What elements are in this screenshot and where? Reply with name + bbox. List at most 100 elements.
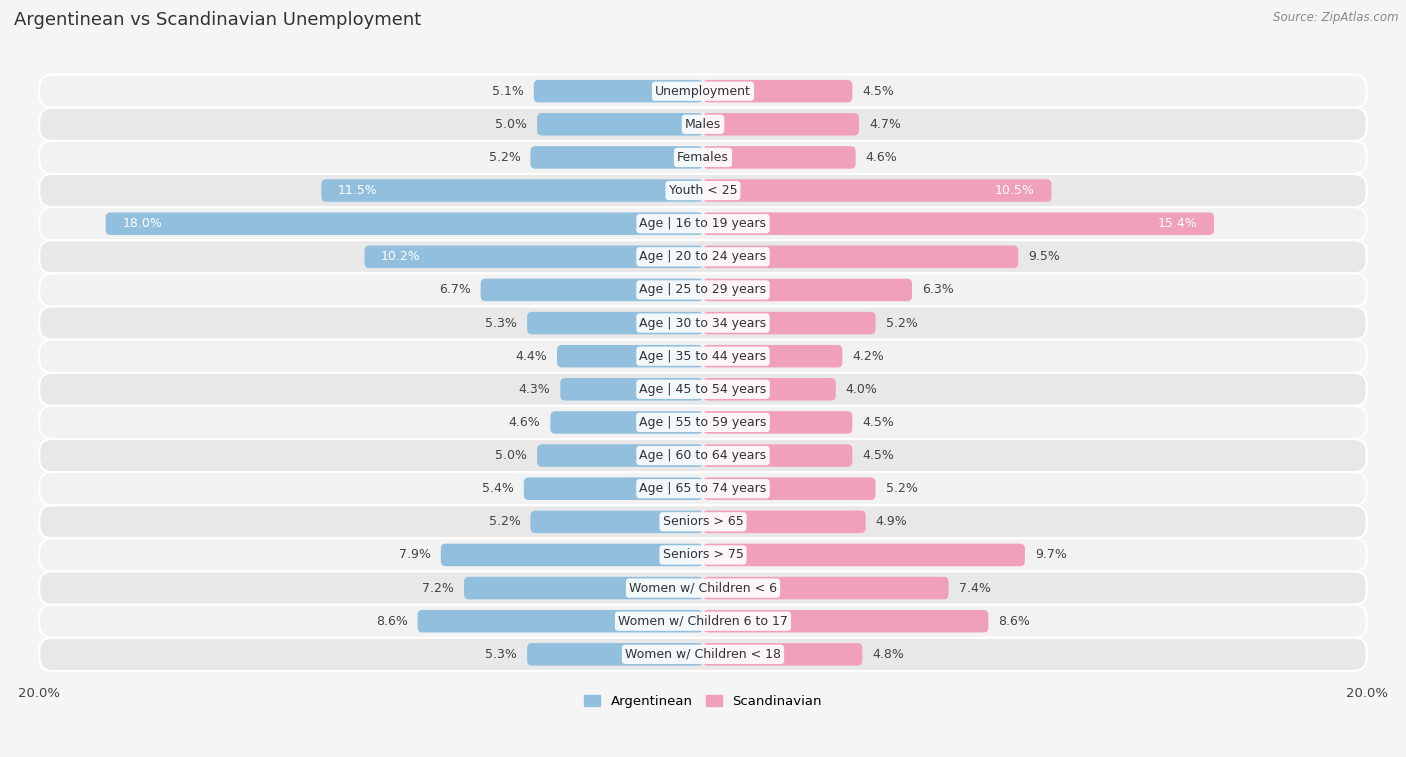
Text: Females: Females — [678, 151, 728, 164]
Text: Unemployment: Unemployment — [655, 85, 751, 98]
FancyBboxPatch shape — [39, 605, 1367, 637]
Text: 7.9%: 7.9% — [399, 549, 430, 562]
Text: 8.6%: 8.6% — [998, 615, 1031, 628]
Text: 4.5%: 4.5% — [862, 416, 894, 429]
Text: Age | 55 to 59 years: Age | 55 to 59 years — [640, 416, 766, 429]
Text: Males: Males — [685, 118, 721, 131]
Text: 9.7%: 9.7% — [1035, 549, 1067, 562]
FancyBboxPatch shape — [524, 478, 703, 500]
Text: Argentinean vs Scandinavian Unemployment: Argentinean vs Scandinavian Unemployment — [14, 11, 422, 30]
Text: 5.2%: 5.2% — [489, 151, 520, 164]
Text: 5.0%: 5.0% — [495, 118, 527, 131]
Text: Seniors > 75: Seniors > 75 — [662, 549, 744, 562]
FancyBboxPatch shape — [39, 505, 1367, 538]
Text: Seniors > 65: Seniors > 65 — [662, 516, 744, 528]
FancyBboxPatch shape — [537, 113, 703, 136]
FancyBboxPatch shape — [703, 577, 949, 600]
FancyBboxPatch shape — [703, 245, 1018, 268]
Text: Women w/ Children 6 to 17: Women w/ Children 6 to 17 — [619, 615, 787, 628]
FancyBboxPatch shape — [703, 80, 852, 102]
Text: 5.4%: 5.4% — [482, 482, 513, 495]
Text: 6.3%: 6.3% — [922, 283, 953, 297]
Text: 4.6%: 4.6% — [866, 151, 897, 164]
FancyBboxPatch shape — [418, 610, 703, 632]
FancyBboxPatch shape — [703, 146, 856, 169]
FancyBboxPatch shape — [703, 510, 866, 533]
FancyBboxPatch shape — [527, 312, 703, 335]
FancyBboxPatch shape — [441, 544, 703, 566]
FancyBboxPatch shape — [703, 213, 1213, 235]
FancyBboxPatch shape — [105, 213, 703, 235]
Text: 7.4%: 7.4% — [959, 581, 990, 594]
FancyBboxPatch shape — [481, 279, 703, 301]
Text: Women w/ Children < 18: Women w/ Children < 18 — [626, 648, 780, 661]
FancyBboxPatch shape — [530, 510, 703, 533]
Text: 4.5%: 4.5% — [862, 449, 894, 462]
FancyBboxPatch shape — [39, 107, 1367, 141]
FancyBboxPatch shape — [703, 378, 835, 400]
FancyBboxPatch shape — [39, 273, 1367, 307]
Text: 5.3%: 5.3% — [485, 316, 517, 329]
Text: 10.5%: 10.5% — [995, 184, 1035, 197]
FancyBboxPatch shape — [39, 572, 1367, 605]
FancyBboxPatch shape — [703, 279, 912, 301]
FancyBboxPatch shape — [39, 439, 1367, 472]
FancyBboxPatch shape — [530, 146, 703, 169]
Text: Age | 25 to 29 years: Age | 25 to 29 years — [640, 283, 766, 297]
Text: 5.2%: 5.2% — [489, 516, 520, 528]
Text: 4.3%: 4.3% — [519, 383, 550, 396]
Text: 8.6%: 8.6% — [375, 615, 408, 628]
Text: Women w/ Children < 6: Women w/ Children < 6 — [628, 581, 778, 594]
FancyBboxPatch shape — [534, 80, 703, 102]
FancyBboxPatch shape — [464, 577, 703, 600]
Text: Age | 20 to 24 years: Age | 20 to 24 years — [640, 251, 766, 263]
Text: Age | 16 to 19 years: Age | 16 to 19 years — [640, 217, 766, 230]
Text: 5.0%: 5.0% — [495, 449, 527, 462]
Text: 5.2%: 5.2% — [886, 316, 917, 329]
Text: 6.7%: 6.7% — [439, 283, 471, 297]
Text: 4.5%: 4.5% — [862, 85, 894, 98]
Text: 15.4%: 15.4% — [1157, 217, 1198, 230]
Text: Age | 45 to 54 years: Age | 45 to 54 years — [640, 383, 766, 396]
Text: 4.9%: 4.9% — [876, 516, 907, 528]
FancyBboxPatch shape — [703, 544, 1025, 566]
FancyBboxPatch shape — [703, 643, 862, 665]
Text: 10.2%: 10.2% — [381, 251, 420, 263]
FancyBboxPatch shape — [703, 179, 1052, 202]
FancyBboxPatch shape — [39, 538, 1367, 572]
FancyBboxPatch shape — [703, 444, 852, 467]
Text: Age | 60 to 64 years: Age | 60 to 64 years — [640, 449, 766, 462]
Text: 4.8%: 4.8% — [872, 648, 904, 661]
FancyBboxPatch shape — [703, 610, 988, 632]
FancyBboxPatch shape — [703, 478, 876, 500]
Text: 11.5%: 11.5% — [337, 184, 378, 197]
Text: 7.2%: 7.2% — [422, 581, 454, 594]
FancyBboxPatch shape — [550, 411, 703, 434]
FancyBboxPatch shape — [322, 179, 703, 202]
FancyBboxPatch shape — [703, 113, 859, 136]
FancyBboxPatch shape — [39, 207, 1367, 240]
Text: 9.5%: 9.5% — [1028, 251, 1060, 263]
FancyBboxPatch shape — [39, 240, 1367, 273]
FancyBboxPatch shape — [561, 378, 703, 400]
FancyBboxPatch shape — [537, 444, 703, 467]
Text: 4.0%: 4.0% — [845, 383, 877, 396]
Text: 5.2%: 5.2% — [886, 482, 917, 495]
Text: 4.6%: 4.6% — [509, 416, 540, 429]
FancyBboxPatch shape — [557, 345, 703, 367]
FancyBboxPatch shape — [527, 643, 703, 665]
Text: 4.7%: 4.7% — [869, 118, 901, 131]
Text: 4.2%: 4.2% — [852, 350, 884, 363]
FancyBboxPatch shape — [39, 340, 1367, 372]
Text: 5.1%: 5.1% — [492, 85, 524, 98]
FancyBboxPatch shape — [39, 637, 1367, 671]
Text: 5.3%: 5.3% — [485, 648, 517, 661]
Text: Age | 30 to 34 years: Age | 30 to 34 years — [640, 316, 766, 329]
Text: Age | 35 to 44 years: Age | 35 to 44 years — [640, 350, 766, 363]
FancyBboxPatch shape — [39, 472, 1367, 505]
FancyBboxPatch shape — [703, 345, 842, 367]
Legend: Argentinean, Scandinavian: Argentinean, Scandinavian — [579, 690, 827, 714]
FancyBboxPatch shape — [39, 372, 1367, 406]
FancyBboxPatch shape — [39, 75, 1367, 107]
FancyBboxPatch shape — [39, 174, 1367, 207]
